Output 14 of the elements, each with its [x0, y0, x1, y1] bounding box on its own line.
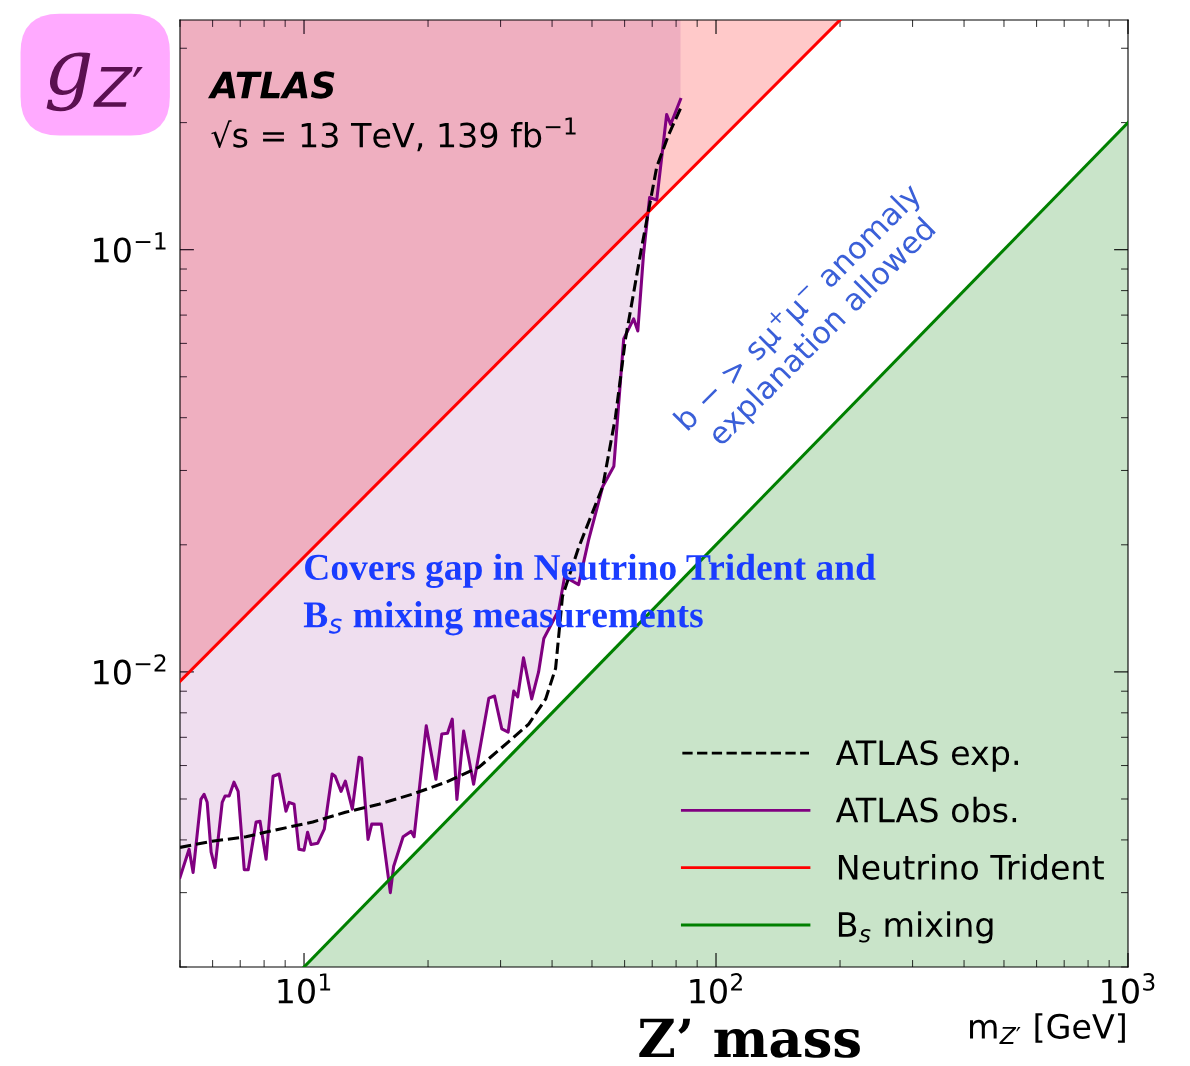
legend-label: B$_{s}$ mixing [838, 911, 993, 944]
text: Z’ mass [639, 1018, 860, 1058]
x-tick-label: 10$^{2}$ [690, 973, 742, 1004]
x-tick-label: 10$^{3}$ [1102, 973, 1155, 1004]
legend-label: ATLAS exp. [835, 740, 1018, 772]
x-tick-label: 10$^{1}$ [278, 973, 331, 1004]
x-axis-title: m$_{Z′}$ [GeV] [970, 1013, 1125, 1044]
y-tick-label: 10$^{−1}$ [94, 232, 166, 263]
legend-label: Neutrino Trident [838, 854, 1104, 880]
annotation: √s = 13 TeV, 139 fb$^{−1}$ [211, 117, 576, 152]
y-tick-label: 10$^{−2}$ [94, 654, 166, 685]
annotation: ATLAS [207, 71, 335, 99]
legend-label: ATLAS obs. [835, 796, 1017, 823]
y-axis-title: g$_{Z′}$ [46, 52, 143, 112]
